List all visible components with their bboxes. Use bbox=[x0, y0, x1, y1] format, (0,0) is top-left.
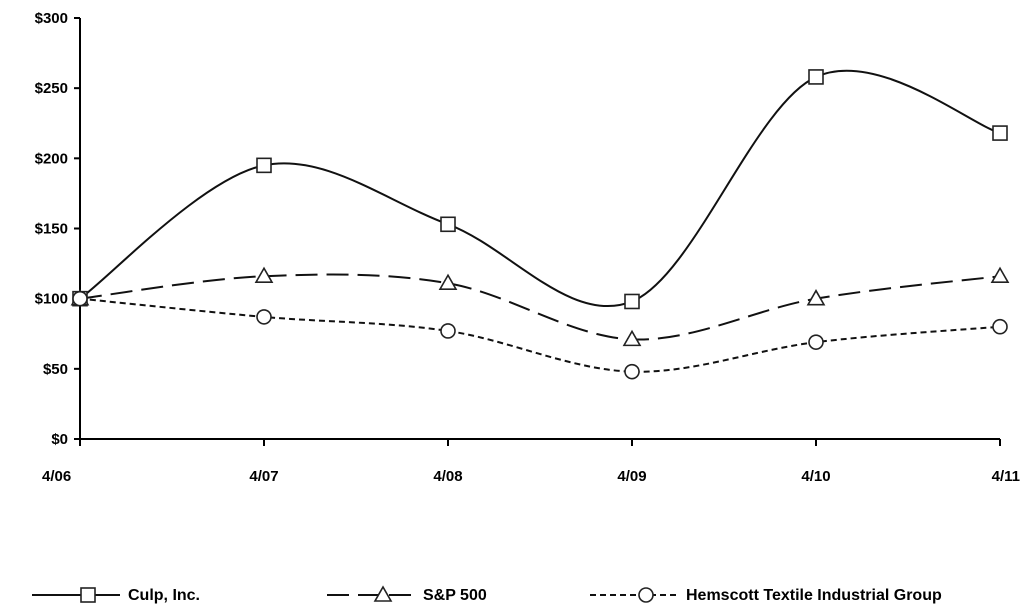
data-point-circle bbox=[256, 309, 272, 325]
legend-marker-circle bbox=[638, 587, 654, 603]
legend: Culp, Inc. S&P 500 Hemscott Textile Indust… bbox=[32, 585, 942, 604]
legend-label: S&P 500 bbox=[423, 587, 487, 604]
x-tick-label: 4/07 bbox=[249, 468, 278, 485]
x-tick-label: 4/06 bbox=[42, 468, 71, 485]
y-tick-label: $200 bbox=[35, 150, 68, 167]
legend-item: Culp, Inc. bbox=[32, 587, 200, 604]
series-line-square bbox=[79, 69, 1001, 308]
data-point-square bbox=[808, 69, 824, 85]
data-point-triangle bbox=[990, 266, 1010, 284]
series-line-circle bbox=[79, 297, 1001, 373]
series-lines bbox=[79, 69, 1001, 373]
x-tick-label: 4/09 bbox=[617, 468, 646, 485]
data-point-square bbox=[256, 157, 272, 174]
data-point-circle bbox=[808, 334, 824, 350]
legend-marker-square bbox=[80, 587, 96, 603]
series-markers bbox=[70, 69, 1010, 380]
x-tick-label: 4/11 bbox=[992, 468, 1020, 485]
y-tick-labels: $0 $50 $100 $150 $200 $250 $300 bbox=[35, 10, 68, 448]
legend-label: Hemscott Textile Industrial Group bbox=[686, 587, 942, 604]
data-point-triangle bbox=[254, 266, 274, 284]
data-point-circle bbox=[440, 323, 456, 339]
legend-item: S&P 500 bbox=[327, 585, 487, 604]
axes bbox=[74, 17, 1001, 446]
data-point-circle bbox=[72, 290, 88, 307]
data-point-triangle bbox=[438, 273, 458, 291]
legend-marker-triangle bbox=[373, 585, 393, 602]
data-point-circle bbox=[624, 363, 640, 380]
x-tick-label: 4/10 bbox=[801, 468, 830, 485]
data-point-circle bbox=[992, 318, 1008, 335]
data-point-square bbox=[992, 125, 1008, 141]
y-tick-label: $0 bbox=[51, 431, 68, 448]
x-tick-label: 4/08 bbox=[433, 468, 462, 485]
x-tick-labels: 4/06 4/07 4/08 4/09 4/10 4/11 bbox=[42, 468, 1020, 485]
legend-item: Hemscott Textile Industrial Group bbox=[590, 587, 942, 604]
legend-label: Culp, Inc. bbox=[128, 587, 200, 604]
y-tick-label: $100 bbox=[35, 291, 68, 308]
y-tick-label: $50 bbox=[43, 361, 68, 378]
data-point-triangle bbox=[806, 289, 826, 306]
y-tick-label: $300 bbox=[35, 10, 68, 27]
data-point-square bbox=[440, 216, 456, 233]
series-line-triangle bbox=[79, 273, 1001, 341]
data-point-square bbox=[624, 293, 640, 310]
y-tick-label: $150 bbox=[35, 221, 68, 238]
data-point-triangle bbox=[622, 329, 642, 347]
y-tick-label: $250 bbox=[35, 80, 68, 97]
